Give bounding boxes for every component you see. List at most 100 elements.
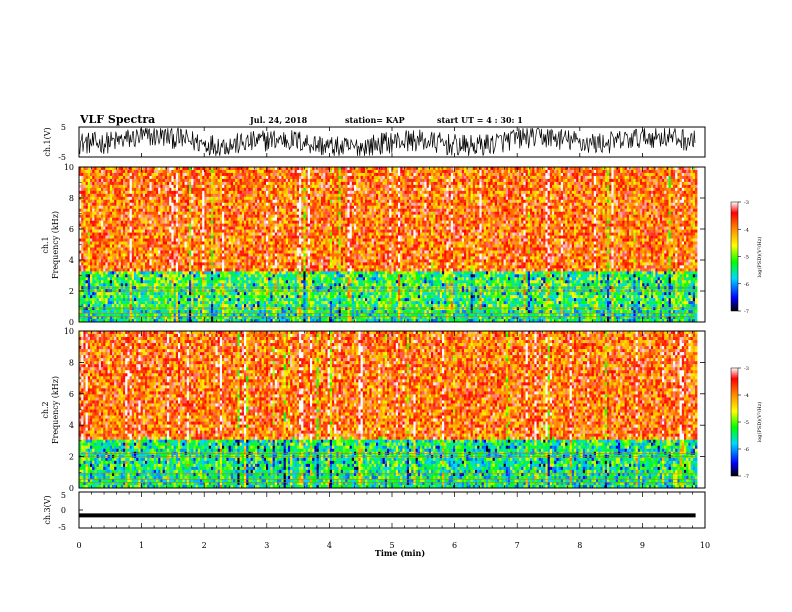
spectrogram-cell — [109, 274, 113, 278]
spectrogram-cell — [195, 307, 198, 311]
spectrogram-cell — [184, 223, 187, 227]
spectrogram-cell — [116, 181, 119, 186]
spectrogram-cell — [246, 238, 249, 242]
spectrogram-cell — [263, 298, 267, 302]
spectrogram-cell — [81, 301, 84, 305]
spectrogram-cell — [213, 211, 216, 215]
spectrogram-cell — [153, 187, 157, 192]
spectrogram-cell — [215, 304, 218, 308]
spectrogram-cell — [224, 220, 227, 224]
spectrogram-cell — [259, 292, 262, 296]
spectrogram-cell — [241, 226, 245, 230]
spectrogram-cell — [222, 217, 225, 221]
spectrogram-cell — [219, 196, 223, 200]
spectrogram-cell — [140, 298, 143, 302]
spectrogram-cell — [230, 205, 234, 209]
spectrogram-cell — [94, 223, 97, 227]
spectrogram-cell — [226, 202, 229, 206]
spectrogram-cell — [101, 247, 104, 251]
spectrogram-cell — [125, 247, 128, 251]
spectrogram-cell — [230, 181, 234, 186]
spectrogram-cell — [237, 229, 240, 233]
spectrogram-cell — [160, 190, 163, 195]
spectrogram-cell — [151, 211, 154, 215]
ch1-waveform-panel: 5 -5 ch.1(V) — [43, 123, 706, 162]
spectrogram-cell — [164, 235, 168, 239]
spectrogram-cell — [118, 169, 121, 174]
spectrogram-cell — [259, 181, 262, 186]
spectrogram-cell — [167, 220, 170, 224]
spectrogram-cell — [160, 220, 163, 224]
spectrogram-cell — [85, 298, 88, 302]
spectrogram-cell — [250, 187, 253, 192]
spectrogram-cell — [85, 214, 88, 218]
spectrogram-cell — [140, 172, 143, 177]
spectrogram-cell — [268, 241, 271, 245]
spectrogram-cell — [272, 223, 275, 227]
spectrogram-cell — [277, 259, 280, 263]
spectrogram-cell — [156, 235, 159, 239]
spectrogram-cell — [182, 256, 185, 260]
spectrogram-cell — [250, 211, 253, 215]
spectrogram-cell — [79, 229, 82, 233]
spectrogram-cell — [186, 319, 190, 322]
spectrogram-cell — [147, 235, 150, 239]
spectrogram-cell — [98, 220, 102, 224]
spectrogram-cell — [219, 178, 223, 183]
spectrogram-cell — [248, 244, 251, 248]
spectrogram-cell — [211, 214, 214, 218]
ch1-waveform-ylabel: ch.1(V) — [43, 127, 52, 156]
spectrogram-cell — [96, 307, 99, 311]
spectrogram-cell — [219, 238, 223, 242]
spectrogram-cell — [277, 211, 280, 215]
spectrogram-cell — [112, 190, 115, 195]
spectrogram-cell — [274, 253, 278, 257]
spectrogram-cell — [153, 265, 157, 269]
spectrogram-cell — [109, 235, 113, 239]
spectrogram-cell — [224, 298, 227, 302]
spectrogram-cell — [107, 223, 110, 227]
spectrogram-cell — [189, 223, 192, 227]
spectrogram-cell — [156, 256, 159, 260]
spectrogram-cell — [160, 316, 163, 320]
spectrogram-cell — [246, 247, 249, 251]
spectrogram-cell — [268, 268, 271, 272]
spectrogram-cell — [169, 175, 172, 180]
spectrogram-cell — [175, 211, 179, 215]
spectrogram-cell — [288, 181, 291, 186]
spectrogram-cell — [87, 301, 91, 305]
spectrogram-cell — [281, 304, 284, 308]
spectrogram-cell — [109, 169, 113, 174]
spectrogram-cell — [136, 229, 139, 233]
spectrogram-cell — [208, 193, 212, 198]
spectrogram-cell — [215, 223, 218, 227]
spectrogram-cell — [272, 172, 275, 177]
spectrogram-cell — [281, 241, 284, 245]
spectrogram-cell — [257, 256, 260, 260]
spectrogram-cell — [153, 244, 157, 248]
spectrogram-cell — [145, 256, 148, 260]
spectrogram-cell — [178, 232, 181, 236]
spectrogram-cell — [285, 310, 289, 314]
spectrogram-cell — [202, 226, 205, 230]
spectrogram-cell — [202, 169, 205, 174]
spectrogram-cell — [200, 292, 203, 296]
spectrogram-cell — [255, 295, 258, 299]
spectrogram-cell — [272, 253, 275, 257]
spectrogram-cell — [142, 190, 146, 195]
spectrogram-cell — [217, 199, 220, 203]
spectrogram-cell — [180, 253, 183, 257]
spectrogram-cell — [162, 295, 165, 299]
spectrogram-cell — [136, 280, 139, 284]
spectrogram-cell — [200, 190, 203, 195]
spectrogram-cell — [87, 226, 91, 230]
spectrogram-cell — [125, 208, 128, 212]
spectrogram-cell — [206, 262, 209, 266]
spectrogram-cell — [134, 250, 137, 254]
spectrogram-cell — [239, 304, 242, 308]
spectrogram-cell — [257, 268, 260, 272]
spectrogram-cell — [173, 256, 176, 260]
spectrogram-cell — [127, 214, 130, 218]
spectrogram-cell — [202, 298, 205, 302]
spectrogram-cell — [116, 268, 119, 272]
